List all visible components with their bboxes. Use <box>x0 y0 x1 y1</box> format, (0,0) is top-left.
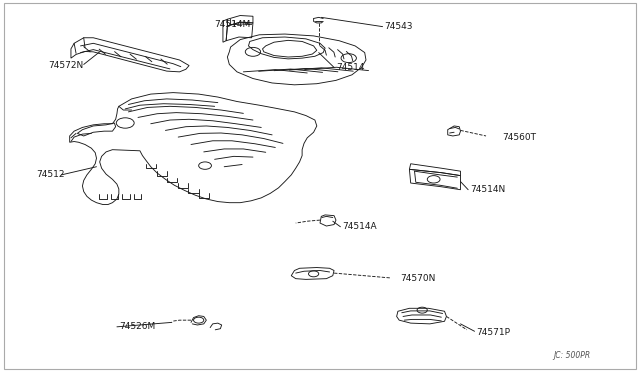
Text: 74572N: 74572N <box>49 61 84 70</box>
Text: 74526M: 74526M <box>119 322 155 331</box>
Text: 74571P: 74571P <box>476 328 511 337</box>
Text: 74512: 74512 <box>36 170 64 179</box>
Text: 74570N: 74570N <box>400 274 435 283</box>
Text: 74543: 74543 <box>384 22 412 31</box>
Text: 74514M: 74514M <box>214 20 251 29</box>
Text: JC: 500PR: JC: 500PR <box>554 351 591 360</box>
Text: 74514A: 74514A <box>342 222 377 231</box>
Text: 74560T: 74560T <box>502 133 536 142</box>
Text: 74514N: 74514N <box>470 185 506 194</box>
Text: 74514: 74514 <box>336 63 364 72</box>
